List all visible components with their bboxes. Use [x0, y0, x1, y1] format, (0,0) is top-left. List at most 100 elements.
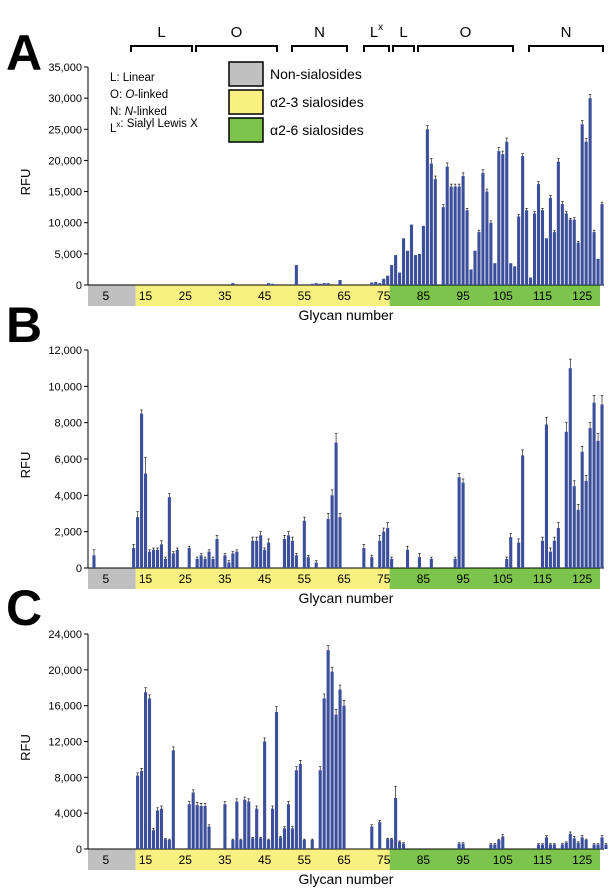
- bar: [604, 844, 608, 849]
- bar: [318, 770, 322, 849]
- bar: [136, 775, 140, 849]
- group-bracket: [195, 45, 278, 52]
- bar: [239, 840, 243, 849]
- x-tick-label: 125: [572, 853, 592, 867]
- bar: [425, 129, 429, 285]
- bar: [505, 558, 509, 568]
- category-band: [389, 285, 601, 306]
- x-tick-label: 85: [417, 572, 431, 586]
- bar: [338, 280, 342, 285]
- bar: [159, 808, 163, 849]
- bar: [592, 844, 596, 849]
- bar: [278, 837, 283, 849]
- bar: [576, 842, 580, 849]
- category-band: [389, 849, 601, 870]
- bar: [548, 197, 552, 285]
- bar: [485, 191, 489, 285]
- x-tick-label: 75: [377, 853, 391, 867]
- bar: [398, 272, 402, 285]
- bar: [314, 283, 318, 285]
- category-band: [135, 568, 390, 589]
- x-tick-label: 15: [139, 572, 153, 586]
- bar: [572, 486, 576, 568]
- bar: [477, 232, 481, 285]
- bar: [497, 151, 501, 285]
- bar: [167, 840, 171, 849]
- bar: [207, 551, 211, 568]
- bar: [203, 806, 207, 849]
- bar: [282, 828, 287, 849]
- bar: [247, 801, 251, 849]
- y-tick-label: 20,000: [48, 665, 82, 677]
- group-label: L: [157, 24, 165, 41]
- x-tick-label: 35: [218, 289, 232, 303]
- bar: [580, 124, 584, 285]
- bar: [151, 549, 156, 568]
- group-label: N: [561, 24, 572, 41]
- bar: [501, 154, 505, 285]
- bar: [302, 840, 306, 849]
- bar: [421, 225, 425, 285]
- bar: [318, 283, 322, 285]
- bar: [540, 844, 545, 849]
- bar: [560, 204, 564, 285]
- group-brackets: L O N Lx L O N: [130, 22, 604, 52]
- legend-swatch: [228, 117, 264, 143]
- bar: [394, 797, 398, 849]
- bar: [195, 805, 199, 849]
- bar: [556, 528, 560, 568]
- x-tick-label: 95: [456, 572, 470, 586]
- bar: [457, 477, 461, 568]
- bar: [187, 548, 191, 568]
- bar: [132, 548, 136, 568]
- bar: [386, 275, 390, 285]
- bar: [322, 698, 326, 849]
- bar: [513, 266, 517, 285]
- group-bracket: [392, 45, 415, 52]
- bar: [302, 520, 306, 568]
- bar: [215, 538, 219, 568]
- x-tick-label: 25: [179, 572, 193, 586]
- bar: [497, 840, 501, 849]
- panel-c: C 0 4,000 8,000 12,000 16,000 20,000 24,000 RFU 5…: [6, 580, 608, 887]
- bar: [144, 473, 148, 568]
- y-tick-label: 0: [76, 280, 82, 292]
- x-axis-label: Glycan number: [299, 590, 394, 606]
- x-tick-label: 85: [417, 289, 431, 303]
- x-tick-label: 5: [103, 853, 110, 867]
- bar: [461, 482, 465, 568]
- bar: [493, 844, 497, 849]
- bar: [596, 440, 600, 568]
- bar: [326, 518, 330, 568]
- x-axis-label: Glycan number: [299, 871, 394, 887]
- bar: [286, 535, 290, 568]
- legend-label: Non-sialosides: [270, 66, 362, 82]
- bar: [568, 368, 572, 568]
- bar: [529, 277, 533, 285]
- bar: [231, 840, 235, 849]
- bar: [584, 480, 588, 568]
- bar: [521, 455, 525, 568]
- bar: [255, 808, 259, 849]
- bar: [306, 557, 310, 568]
- bar: [267, 283, 271, 285]
- bar: [473, 250, 477, 285]
- x-tick-label: 25: [179, 853, 193, 867]
- bar: [509, 263, 513, 285]
- bar: [251, 540, 255, 568]
- bar: [171, 750, 175, 849]
- bar: [469, 269, 473, 285]
- bar: [517, 542, 521, 568]
- group-label: N: [314, 24, 325, 41]
- bar: [251, 838, 255, 849]
- bar: [382, 278, 386, 285]
- bar: [243, 799, 247, 849]
- bar: [259, 838, 263, 849]
- bar: [572, 219, 576, 285]
- y-tick-label: 25,000: [48, 124, 82, 136]
- color-legend: Non-sialosides α2-3 sialosides α2-6 sialos…: [228, 61, 364, 143]
- panel-letter: B: [6, 297, 42, 353]
- bar: [374, 281, 378, 285]
- bar: [140, 413, 144, 568]
